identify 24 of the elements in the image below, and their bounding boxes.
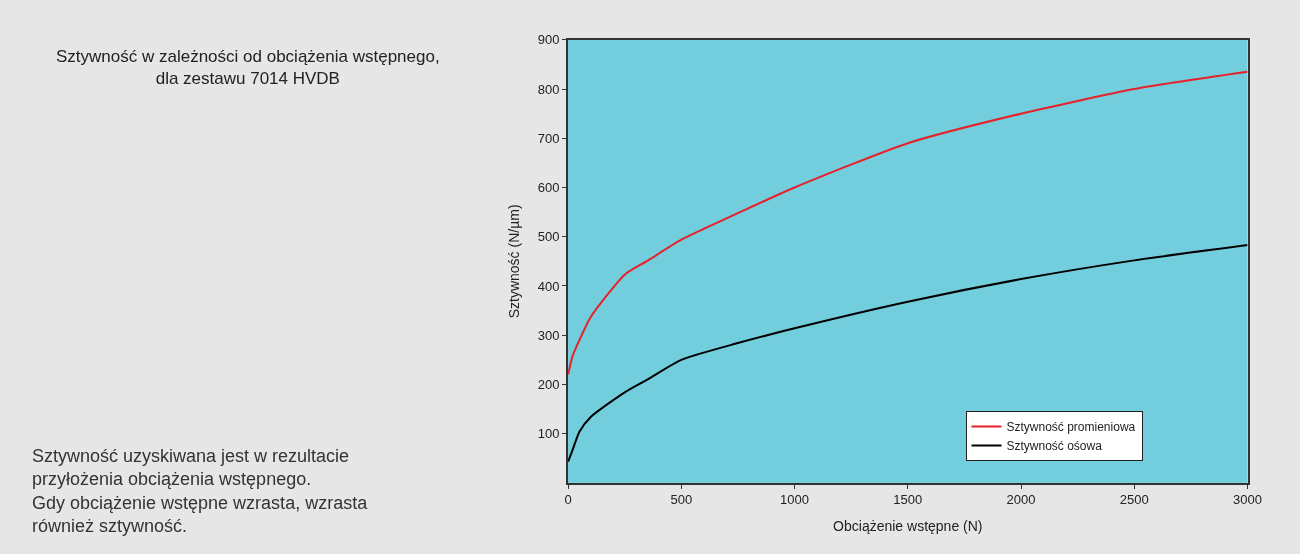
x-tick-label: 1000 <box>780 492 810 508</box>
legend-label: Sztywność ośowa <box>1006 439 1103 454</box>
x-tick-label: 2500 <box>1119 492 1149 508</box>
text: Sztywność w zależności od obciążenia wstępnego, dla zestawu 7014 HVDB <box>56 47 440 89</box>
y-tick-label: 900 <box>537 32 560 48</box>
y-tick-label: 800 <box>537 81 560 97</box>
y-tick-label: 100 <box>537 426 560 442</box>
x-tick-label: 1500 <box>893 492 923 508</box>
y-tick-label: 600 <box>537 180 560 196</box>
line-series <box>568 70 1248 376</box>
legend-label: Sztywność promieniowa <box>1006 420 1136 435</box>
x-tick-label: 500 <box>670 492 693 508</box>
text: Sztywność uzyskiwana jest w rezultacie przyłożenia obciążenia wstępnego. Gdy obciążenie wstępne wzrasta, wzrasta również sztywność. <box>32 446 369 537</box>
x-tick-label: 2000 <box>1006 492 1036 508</box>
line-series <box>568 244 1248 463</box>
y-tick-label: 700 <box>537 130 560 146</box>
y-tick-label: 400 <box>537 278 560 294</box>
y-tick-label: 300 <box>537 327 560 343</box>
y-tick-label: 200 <box>537 376 560 392</box>
y-axis-title: Sztywność (N/µm) <box>505 204 522 319</box>
y-tick-label: 500 <box>537 229 560 245</box>
x-tick-label: 3000 <box>1233 492 1262 508</box>
x-axis-title: Obciążenie wstępne (N) <box>833 518 983 535</box>
x-tick-label: 0 <box>564 492 572 508</box>
